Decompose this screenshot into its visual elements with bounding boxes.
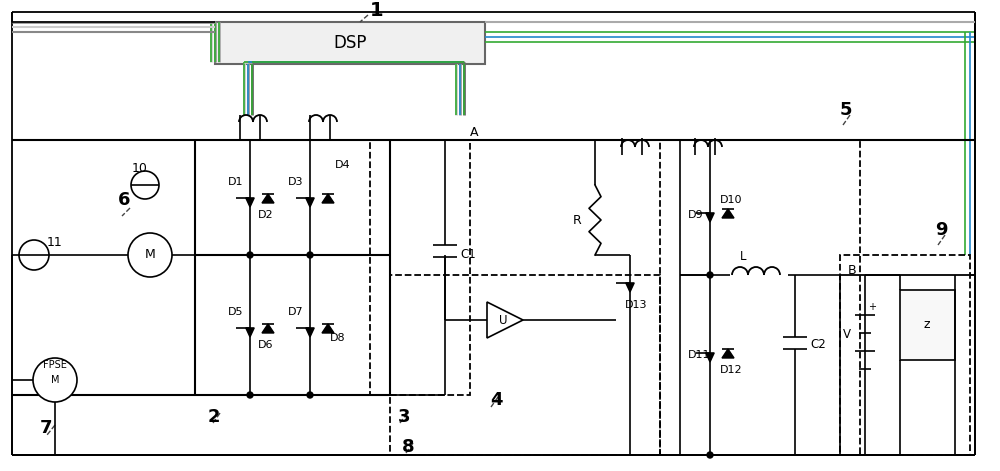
Bar <box>215 22 485 64</box>
Text: M: M <box>51 375 59 385</box>
Circle shape <box>247 252 253 258</box>
Text: R: R <box>573 213 582 227</box>
Circle shape <box>707 272 713 278</box>
Text: D2: D2 <box>258 210 274 220</box>
Text: D5: D5 <box>228 307 244 317</box>
Text: L: L <box>740 251 746 263</box>
Polygon shape <box>722 349 734 358</box>
Text: 2: 2 <box>208 408 220 426</box>
Polygon shape <box>246 198 254 207</box>
Polygon shape <box>306 328 314 337</box>
Circle shape <box>707 452 713 458</box>
Text: A: A <box>470 125 479 138</box>
Bar <box>390 275 660 455</box>
Polygon shape <box>626 283 634 292</box>
Circle shape <box>19 240 49 270</box>
Text: z: z <box>924 318 930 332</box>
Bar <box>195 140 370 395</box>
Bar <box>390 140 470 395</box>
Polygon shape <box>722 209 734 218</box>
Text: 6: 6 <box>118 191 130 209</box>
Circle shape <box>247 392 253 398</box>
Circle shape <box>131 171 159 199</box>
Text: D1: D1 <box>228 177 244 187</box>
Text: C2: C2 <box>810 339 826 351</box>
Polygon shape <box>322 194 334 203</box>
Text: M: M <box>145 249 155 261</box>
Polygon shape <box>262 324 274 333</box>
Polygon shape <box>262 194 274 203</box>
Text: 9: 9 <box>935 221 948 239</box>
Polygon shape <box>706 213 714 222</box>
Text: D12: D12 <box>720 365 743 375</box>
Bar <box>900 290 955 360</box>
Text: B: B <box>848 263 857 276</box>
Text: D10: D10 <box>720 195 742 205</box>
Text: 8: 8 <box>402 438 415 456</box>
Polygon shape <box>306 198 314 207</box>
Text: D4: D4 <box>335 160 351 170</box>
Text: D6: D6 <box>258 340 274 350</box>
Polygon shape <box>706 353 714 362</box>
Text: 7: 7 <box>40 419 52 437</box>
Circle shape <box>128 233 172 277</box>
Text: D9: D9 <box>688 210 704 220</box>
Text: 1: 1 <box>370 0 384 19</box>
Circle shape <box>307 252 313 258</box>
Circle shape <box>33 358 77 402</box>
Text: DSP: DSP <box>333 34 367 52</box>
Text: 5: 5 <box>840 101 852 119</box>
Text: D13: D13 <box>625 300 648 310</box>
Text: 11: 11 <box>47 236 63 250</box>
Circle shape <box>307 392 313 398</box>
Bar <box>840 255 970 455</box>
Text: D7: D7 <box>288 307 304 317</box>
Text: +: + <box>868 302 876 312</box>
Text: FPSE: FPSE <box>43 360 67 370</box>
Text: 4: 4 <box>490 391 503 409</box>
Polygon shape <box>246 328 254 337</box>
Text: 3: 3 <box>398 408 411 426</box>
Text: V: V <box>843 328 851 341</box>
Text: D8: D8 <box>330 333 346 343</box>
Text: U: U <box>499 314 508 326</box>
Text: D3: D3 <box>288 177 304 187</box>
Bar <box>660 140 860 455</box>
Text: D11: D11 <box>688 350 710 360</box>
Text: 10: 10 <box>132 162 148 174</box>
Polygon shape <box>322 324 334 333</box>
Text: C1: C1 <box>460 249 476 261</box>
